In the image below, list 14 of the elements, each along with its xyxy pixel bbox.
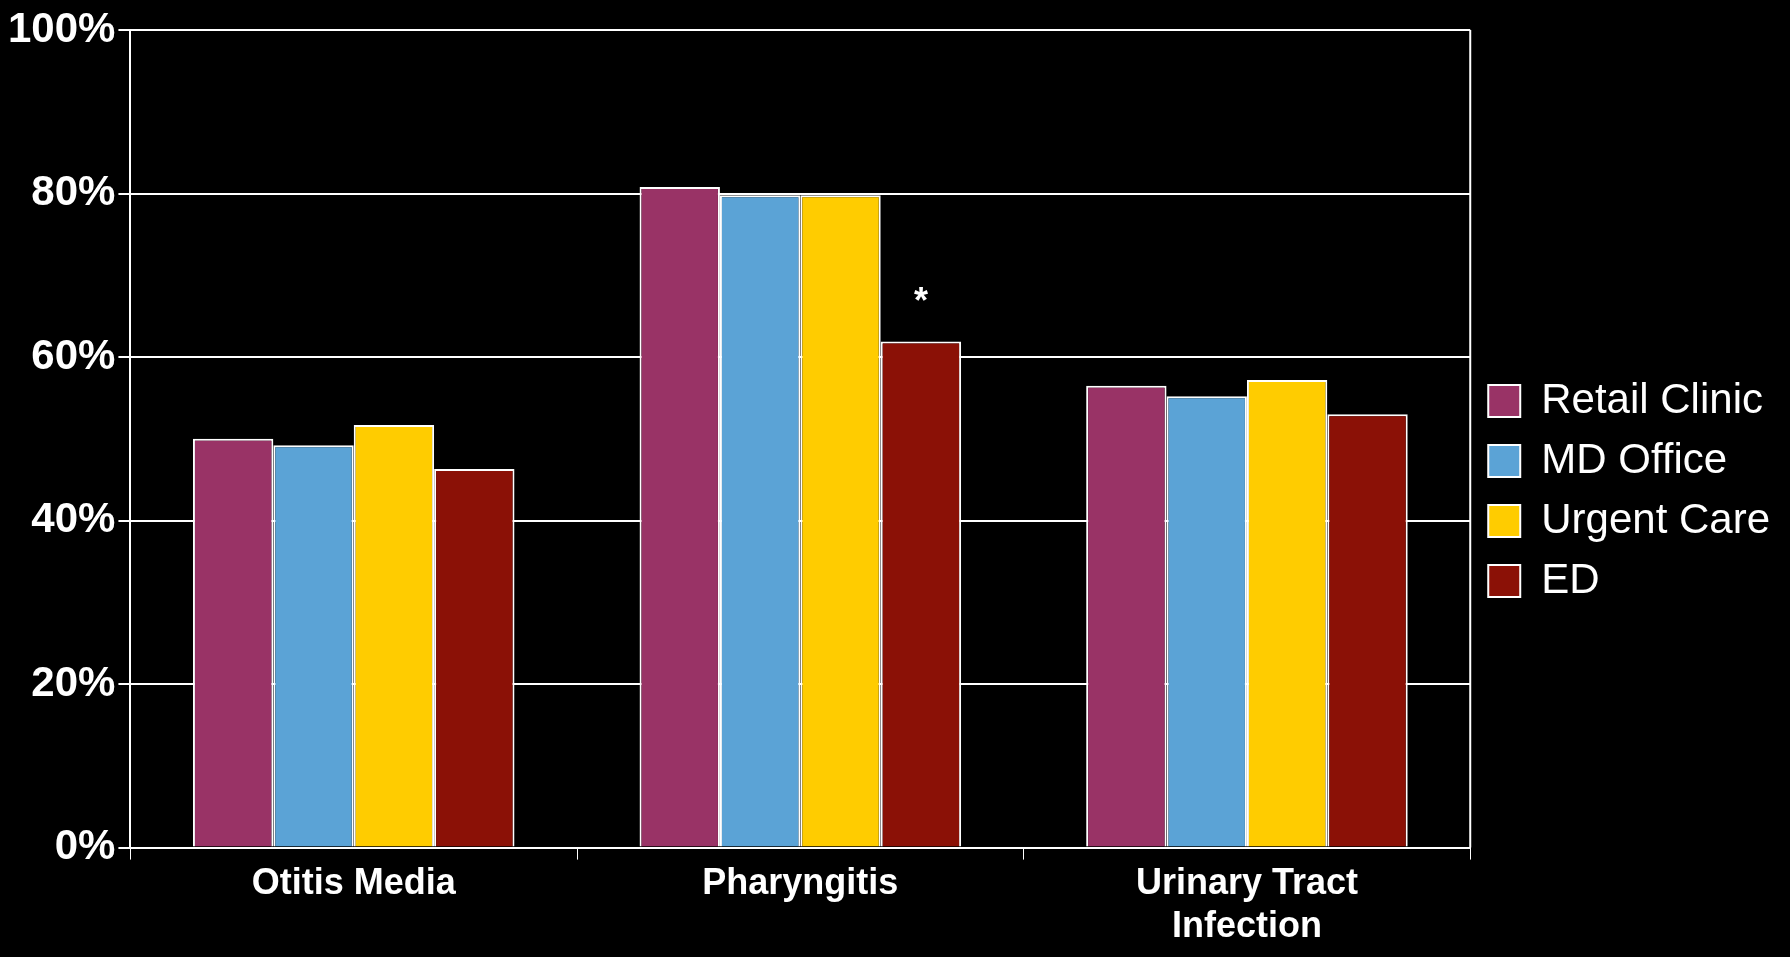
y-tick-label: 20% (31, 657, 116, 705)
x-tick-label: Otitis Media (251, 861, 457, 903)
x-tick-label: Pharyngitis (702, 861, 899, 903)
annotation: * (913, 280, 928, 322)
y-tick-label: 80% (31, 167, 116, 215)
legend-label: MD Office (1541, 434, 1728, 482)
y-tick-label: 100% (8, 3, 116, 51)
x-tick-label: Urinary Tract Infection (1135, 861, 1358, 946)
legend-label: ED (1541, 554, 1600, 602)
y-tick-label: 0% (54, 821, 116, 869)
legend-label: Urgent Care (1541, 494, 1770, 542)
y-tick-label: 60% (31, 330, 116, 378)
legend-label: Retail Clinic (1541, 374, 1763, 422)
y-tick-label: 40% (31, 494, 116, 542)
